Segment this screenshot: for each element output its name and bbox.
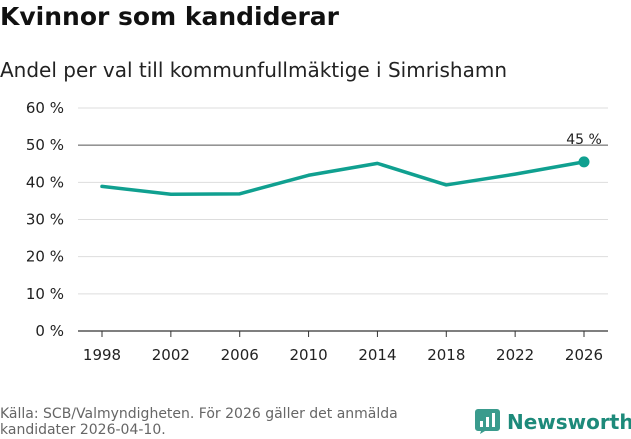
end-value-label: 45 % [566,132,602,148]
series [100,156,590,196]
y-tick-label: 60 % [26,99,64,117]
x-tick-label: 2010 [289,346,327,364]
y-tick-label: 10 % [26,285,64,303]
data-labels: 45 % [566,132,602,148]
x-tick-label: 2014 [358,346,396,364]
gridlines [78,107,608,295]
x-tick-label: 2002 [152,346,190,364]
y-tick-label: 30 % [26,211,64,229]
brand-logo: Newsworthy [475,409,631,434]
x-axis-ticks: 1998 2002 2006 2010 2014 2018 2022 2026 [83,331,603,364]
y-tick-label: 0 % [35,322,64,340]
y-tick-label: 40 % [26,173,64,191]
x-tick-label: 1998 [83,346,121,364]
source-note: Källa: SCB/Valmyndigheten. För 2026 gäll… [0,406,398,438]
line-chart: 0 % 10 % 20 % 30 % 40 % 50 % 60 % 1998 2002 2006… [26,99,608,364]
y-tick-label: 20 % [26,248,64,266]
end-point-marker [578,156,590,168]
chart-subtitle: Andel per val till kommunfullmäktige i S… [0,58,507,82]
y-axis-ticks: 0 % 10 % 20 % 30 % 40 % 50 % 60 % [26,99,64,340]
chart-title: Kvinnor som kandiderar [0,2,339,31]
bar-chart-icon [475,409,500,434]
x-tick-label: 2018 [427,346,465,364]
brand-name: Newsworthy [507,409,631,434]
x-tick-label: 2022 [496,346,534,364]
x-tick-label: 2006 [221,346,259,364]
x-tick-label: 2026 [565,346,603,364]
series-line [100,160,586,196]
y-tick-label: 50 % [26,136,64,154]
